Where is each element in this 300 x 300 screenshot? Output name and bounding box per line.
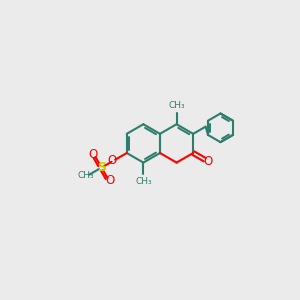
Text: S: S bbox=[97, 161, 106, 174]
Text: O: O bbox=[105, 175, 114, 188]
Text: O: O bbox=[89, 148, 98, 161]
Text: CH₃: CH₃ bbox=[135, 177, 152, 186]
Text: O: O bbox=[107, 154, 116, 167]
Text: CH₃: CH₃ bbox=[78, 171, 94, 180]
Text: CH₃: CH₃ bbox=[168, 101, 185, 110]
Text: O: O bbox=[204, 155, 213, 168]
